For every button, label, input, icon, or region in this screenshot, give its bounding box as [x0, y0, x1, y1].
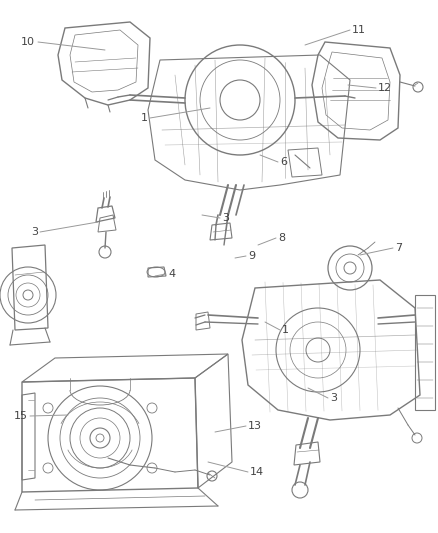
Text: 13: 13	[248, 421, 262, 431]
Text: 3: 3	[31, 227, 38, 237]
Text: 10: 10	[21, 37, 35, 47]
Text: 7: 7	[395, 243, 402, 253]
Text: 3: 3	[330, 393, 337, 403]
Text: 4: 4	[168, 269, 175, 279]
Text: 11: 11	[352, 25, 366, 35]
Text: 6: 6	[280, 157, 287, 167]
Text: 15: 15	[14, 411, 28, 421]
Text: 1: 1	[282, 325, 289, 335]
Text: 9: 9	[248, 251, 255, 261]
Text: 12: 12	[378, 83, 392, 93]
Text: 1: 1	[141, 113, 148, 123]
Text: 8: 8	[278, 233, 285, 243]
Text: 3: 3	[222, 213, 229, 223]
Text: 14: 14	[250, 467, 264, 477]
